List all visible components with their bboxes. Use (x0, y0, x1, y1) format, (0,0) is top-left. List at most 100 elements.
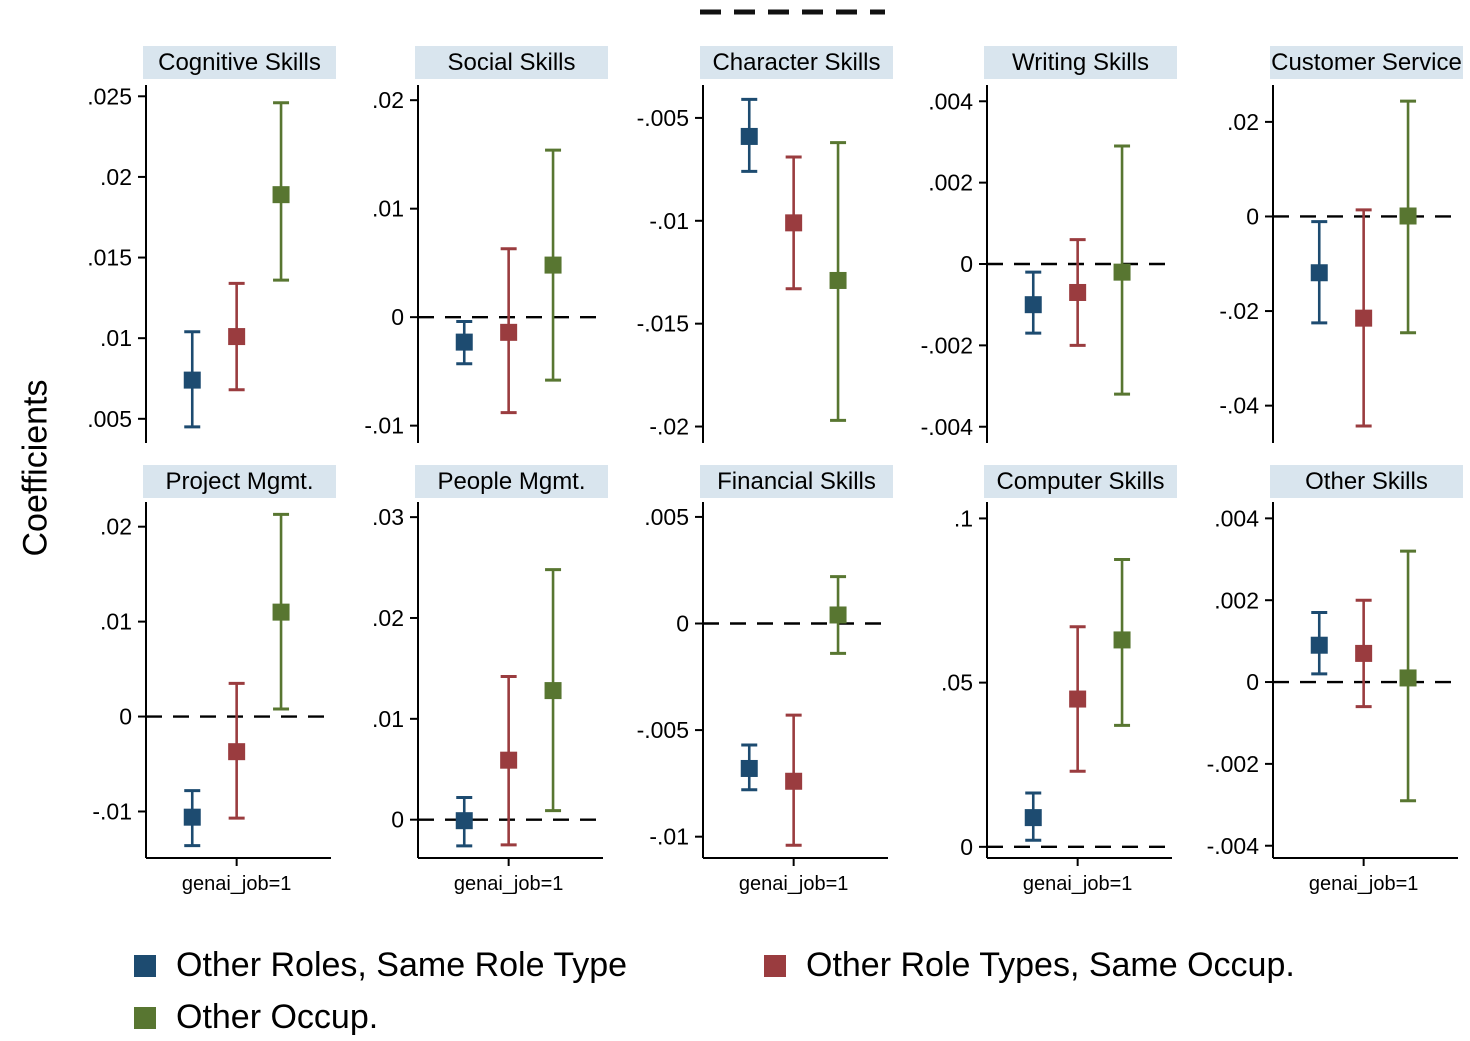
y-tick-label: .1 (954, 505, 973, 531)
y-tick-label: -.002 (1207, 751, 1259, 777)
x-axis-label: genai_job=1 (454, 873, 564, 895)
point-estimate-marker (829, 606, 847, 624)
panel-cognitive-skills: .005 .01 .015 .02 .025 (87, 83, 290, 443)
panel-writing-skills: -.004 -.002 0 .002 .004 (921, 85, 1172, 443)
legend-entry-other-occup: Other Occup. (134, 998, 378, 1037)
y-tick-label: 0 (960, 834, 973, 860)
y-tick-label: .05 (941, 670, 973, 696)
y-tick-label: .02 (372, 605, 404, 631)
point-estimate-marker (785, 214, 803, 232)
y-tick-label: .004 (928, 88, 973, 114)
x-axis-label: genai_job=1 (182, 873, 292, 895)
y-tick-label: .01 (372, 706, 404, 732)
y-tick-label: .005 (87, 406, 132, 432)
y-tick-label: -.005 (637, 105, 689, 131)
point-estimate-marker (1355, 644, 1373, 662)
panel-title-character-skills: Character Skills (700, 46, 893, 79)
y-tick-label: .004 (1214, 505, 1259, 531)
panel-title-financial-skills: Financial Skills (700, 465, 893, 498)
y-tick-label: -.01 (92, 799, 132, 825)
point-estimate-marker (500, 751, 518, 769)
panel-people-mgmt: 0 .01 .02 .03 genai_job=1 (372, 502, 603, 895)
y-tick-label: -.04 (1219, 393, 1259, 419)
point-estimate-marker (455, 333, 473, 351)
y-tick-label: .02 (372, 87, 404, 113)
panel-social-skills: -.01 0 .01 .02 (364, 85, 603, 443)
panel-title-project-mgmt: Project Mgmt. (143, 465, 336, 498)
panel-other-skills: -.004 -.002 0 .002 .004 genai_job=1 (1207, 502, 1458, 895)
y-tick-label: 0 (1246, 669, 1259, 695)
point-estimate-marker (1113, 631, 1131, 649)
y-tick-label: .01 (372, 196, 404, 222)
point-estimate-marker (785, 772, 803, 790)
y-tick-label: -.02 (649, 414, 689, 440)
y-tick-label: .02 (100, 164, 132, 190)
legend-swatch-blue-square (134, 954, 156, 977)
point-estimate-marker (544, 682, 562, 700)
point-estimate-marker (740, 759, 758, 777)
point-estimate-marker (228, 743, 246, 761)
legend-swatch-green-square (134, 1006, 156, 1029)
point-estimate-marker (228, 328, 246, 346)
point-estimate-marker (183, 808, 201, 826)
x-axis-label: genai_job=1 (1309, 873, 1419, 895)
zero-line-dash-key (700, 9, 885, 15)
point-estimate-marker (1399, 207, 1417, 225)
y-tick-label: -.002 (921, 332, 973, 358)
y-tick-label: -.004 (921, 414, 974, 440)
y-tick-label: -.01 (364, 413, 404, 439)
legend-label: Other Role Types, Same Occup. (806, 946, 1295, 984)
y-tick-label: .03 (372, 504, 404, 530)
panel-computer-skills: 0 .05 .1 genai_job=1 (941, 502, 1172, 895)
panel-title-social-skills: Social Skills (415, 46, 608, 79)
panel-project-mgmt: -.01 0 .01 .02 genai_job=1 (92, 502, 331, 895)
point-estimate-marker (1024, 296, 1042, 314)
y-tick-label: .025 (87, 83, 132, 109)
y-tick-label: 0 (391, 807, 404, 833)
point-estimate-marker (740, 127, 758, 145)
panel-title-computer-skills: Computer Skills (984, 465, 1177, 498)
y-tick-label: -.004 (1207, 833, 1260, 859)
point-estimate-marker (1024, 809, 1042, 827)
legend-label: Other Roles, Same Role Type (176, 946, 628, 984)
point-estimate-marker (544, 256, 562, 274)
panel-title-cognitive-skills: Cognitive Skills (143, 46, 336, 79)
panel-title-people-mgmt: People Mgmt. (415, 465, 608, 498)
point-estimate-marker (1113, 263, 1131, 281)
y-tick-label: .02 (1227, 109, 1259, 135)
y-tick-label: -.015 (637, 311, 689, 337)
x-axis-label: genai_job=1 (1023, 873, 1133, 895)
panel-character-skills: -.02 -.015 -.01 -.005 (637, 85, 847, 443)
y-tick-label: -.01 (649, 824, 689, 850)
legend-swatch-red-square (764, 954, 786, 977)
y-tick-label: -.01 (649, 208, 689, 234)
point-estimate-marker (1069, 283, 1087, 301)
point-estimate-marker (272, 603, 290, 621)
panel-title-customer-service: Customer Service (1270, 46, 1463, 79)
point-estimate-marker (455, 812, 473, 830)
y-tick-label: .002 (1214, 587, 1259, 613)
panel-financial-skills: -.01 -.005 0 .005 genai_job=1 (637, 502, 888, 895)
point-estimate-marker (1355, 309, 1373, 327)
y-tick-label: 0 (391, 304, 404, 330)
y-tick-label: .015 (87, 245, 132, 271)
legend-entry-other-role-types-same-occup: Other Role Types, Same Occup. (764, 946, 1295, 985)
y-tick-label: .02 (100, 514, 132, 540)
panel-customer-service: -.04 -.02 0 .02 (1219, 85, 1458, 443)
y-tick-label: 0 (676, 611, 689, 637)
y-tick-label: .002 (928, 170, 973, 196)
point-estimate-marker (272, 186, 290, 204)
y-tick-label: 0 (119, 704, 132, 730)
y-tick-label: 0 (960, 251, 973, 277)
point-estimate-marker (829, 271, 847, 289)
point-estimate-marker (1069, 690, 1087, 708)
panel-title-other-skills: Other Skills (1270, 465, 1463, 498)
point-estimate-marker (1399, 669, 1417, 687)
point-estimate-marker (183, 371, 201, 389)
y-tick-label: -.02 (1219, 298, 1259, 324)
panel-title-writing-skills: Writing Skills (984, 46, 1177, 79)
y-tick-label: -.005 (637, 717, 689, 743)
y-tick-label: .005 (644, 504, 689, 530)
y-tick-label: .01 (100, 325, 132, 351)
